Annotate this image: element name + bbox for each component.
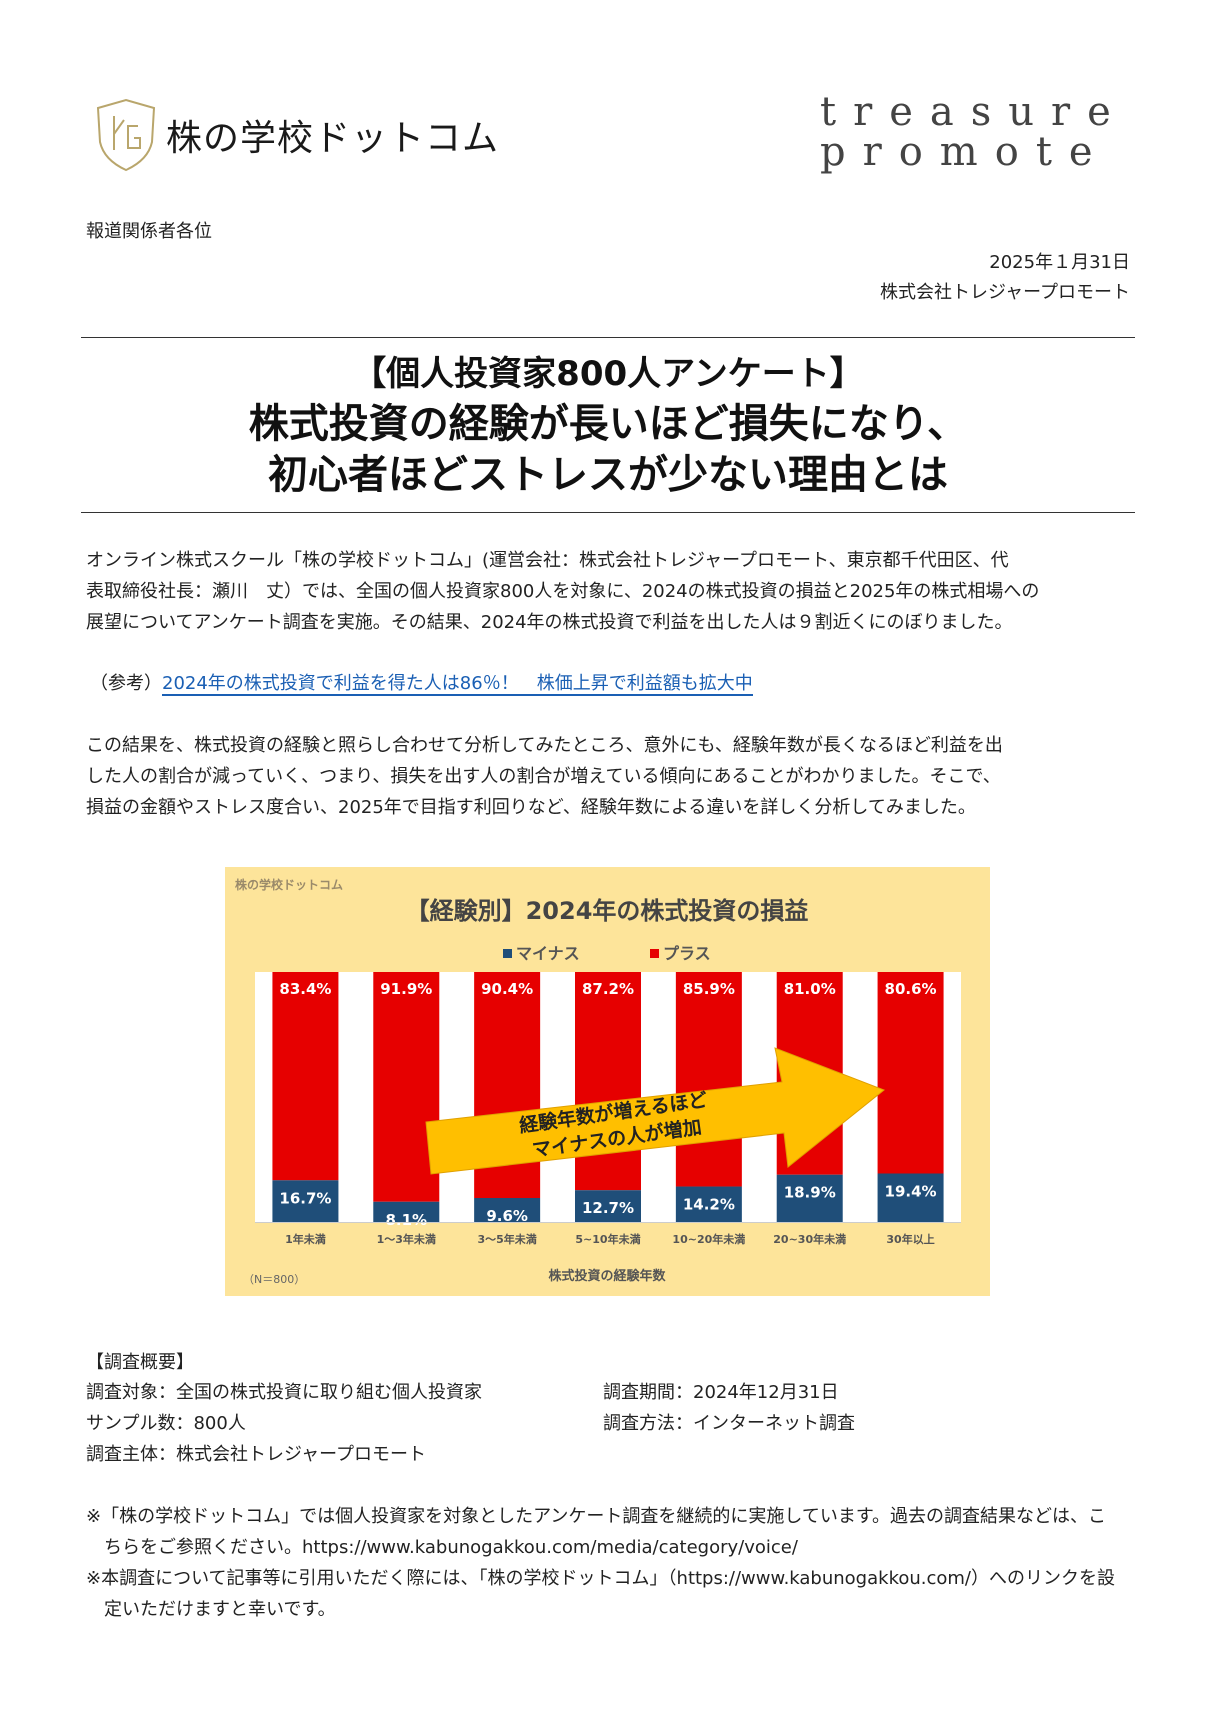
divider-top bbox=[81, 337, 1135, 338]
bar-minus bbox=[675, 1186, 742, 1222]
brand-line-2: promote bbox=[820, 129, 1110, 175]
legend-label-minus: マイナス bbox=[516, 944, 580, 963]
bar-minus bbox=[474, 1198, 541, 1222]
label-minus: 12.7% bbox=[582, 1199, 634, 1217]
bar-plus bbox=[373, 972, 440, 1202]
label-plus: 83.4% bbox=[279, 980, 331, 998]
footnotes: ※「株の学校ドットコム」では個人投資家を対象としたアンケート調査を継続的に実施し… bbox=[86, 1501, 1115, 1625]
analysis-line: この結果を、株式投資の経験と照らし合わせて分析してみたところ、意外にも、経験年数… bbox=[86, 735, 1003, 756]
survey-method: 調査方法：インターネット調査 bbox=[603, 1413, 855, 1434]
brand-line-1: treasure bbox=[820, 89, 1128, 135]
survey-heading: 【調査概要】 bbox=[86, 1352, 194, 1373]
analysis-line: した人の割合が減っていく、つまり、損失を出す人の割合が増えている傾向にあることが… bbox=[86, 766, 1001, 787]
label-minus: 9.6% bbox=[486, 1207, 528, 1225]
intro-line: 表取締役社長：瀬川 丈）では、全国の個人投資家800人を対象に、2024の株式投… bbox=[86, 581, 1040, 602]
x-tick-label: 3～5年未満 bbox=[477, 1232, 536, 1246]
reference-label: （参考） bbox=[90, 673, 162, 694]
bar-plus bbox=[675, 972, 742, 1187]
x-tick-label: 5~10年未満 bbox=[575, 1232, 640, 1246]
kabunogakkou-logo: 株の学校ドットコム bbox=[94, 98, 499, 172]
company-name: 株式会社トレジャープロモート bbox=[879, 282, 1130, 303]
x-axis-label: 株式投資の経験年数 bbox=[548, 1268, 666, 1284]
label-minus: 19.4% bbox=[885, 1183, 937, 1201]
intro-paragraph: オンライン株式スクール「株の学校ドットコム」(運営会社：株式会社トレジャープロモ… bbox=[86, 545, 1039, 638]
release-date: 2025年１月31日 bbox=[989, 252, 1130, 273]
label-plus: 85.9% bbox=[683, 980, 735, 998]
x-tick-label: 1年未満 bbox=[285, 1232, 326, 1246]
survey-organizer: 調査主体：株式会社トレジャープロモート bbox=[86, 1444, 427, 1465]
bar-minus bbox=[272, 1180, 339, 1222]
label-plus: 87.2% bbox=[582, 980, 634, 998]
intro-line: 展望についてアンケート調査を実施。その結果、2024年の株式投資で利益を出した人… bbox=[86, 612, 1013, 633]
divider-bottom bbox=[81, 512, 1135, 513]
treasure-promote-logo: treasure promote bbox=[820, 92, 1128, 172]
experience-pnl-chart: 株の学校ドットコム 【経験別】2024年の株式投資の損益 マイナス プラス 83… bbox=[225, 867, 990, 1296]
analysis-line: 損益の金額やストレス度合い、2025年で目指す利回りなど、経験年数による違いを詳… bbox=[86, 797, 976, 818]
title-line-2: 株式投資の経験が長いほど損失になり、 bbox=[248, 401, 968, 447]
survey-sample: サンプル数：800人 bbox=[86, 1413, 246, 1434]
analysis-paragraph: この結果を、株式投資の経験と照らし合わせて分析してみたところ、意外にも、経験年数… bbox=[86, 730, 1003, 823]
chart-title: 【経験別】2024年の株式投資の損益 bbox=[406, 897, 809, 925]
sample-size-note: （N＝800） bbox=[243, 1273, 305, 1286]
survey-target: 調査対象：全国の株式投資に取り組む個人投資家 bbox=[86, 1382, 482, 1403]
footnote-line: ちらをご参照ください。https://www.kabunogakkou.com/… bbox=[86, 1537, 798, 1558]
chart-watermark: 株の学校ドットコム bbox=[235, 877, 343, 892]
arrow-shape bbox=[425, 1047, 885, 1175]
label-plus: 91.9% bbox=[380, 980, 432, 998]
bar-plus bbox=[575, 972, 641, 1191]
survey-period: 調査期間：2024年12月31日 bbox=[603, 1382, 839, 1403]
x-tick-label: 30年以上 bbox=[886, 1232, 934, 1246]
label-minus: 16.7% bbox=[279, 1189, 331, 1207]
legend-swatch-minus bbox=[503, 949, 512, 958]
legend-label-plus: プラス bbox=[663, 944, 711, 963]
label-minus: 18.9% bbox=[784, 1184, 836, 1202]
bar-minus bbox=[373, 1201, 440, 1222]
bar-plus bbox=[272, 972, 339, 1181]
bar-plus bbox=[877, 972, 944, 1174]
reference: （参考）2024年の株式投資で利益を得た人は86％！ 株価上昇で利益額も拡大中 bbox=[90, 668, 753, 699]
footnote-line: 定いただけますと幸いです。 bbox=[86, 1599, 336, 1620]
x-tick-label: 1～3年未満 bbox=[377, 1232, 436, 1246]
logo-text: 株の学校ドットコム bbox=[166, 118, 500, 159]
x-tick-label: 10~20年未満 bbox=[672, 1232, 745, 1246]
title-line-1: 【個人投資家800人アンケート】 bbox=[352, 354, 864, 394]
bar-minus bbox=[877, 1173, 944, 1222]
intro-line: オンライン株式スクール「株の学校ドットコム」(運営会社：株式会社トレジャープロモ… bbox=[86, 550, 1009, 571]
title-line-3: 初心者ほどストレスが少ない理由とは bbox=[268, 452, 948, 498]
footnote-line: ※「株の学校ドットコム」では個人投資家を対象としたアンケート調査を継続的に実施し… bbox=[86, 1506, 1107, 1527]
x-tick-label: 20~30年未満 bbox=[773, 1232, 846, 1246]
label-minus: 8.1% bbox=[385, 1211, 427, 1229]
footnote-line: ※本調査について記事等に引用いただく際には、「株の学校ドットコム」（https:… bbox=[86, 1568, 1115, 1589]
legend: マイナス プラス bbox=[503, 944, 711, 963]
label-plus: 90.4% bbox=[481, 980, 533, 998]
shield-logo-icon bbox=[96, 98, 156, 172]
label-plus: 81.0% bbox=[784, 980, 836, 998]
legend-swatch-plus bbox=[650, 949, 659, 958]
label-minus: 14.2% bbox=[683, 1196, 735, 1214]
reference-link[interactable]: 2024年の株式投資で利益を得た人は86％！ 株価上昇で利益額も拡大中 bbox=[162, 673, 753, 696]
bar-minus bbox=[575, 1190, 641, 1222]
addressee: 報道関係者各位 bbox=[86, 221, 212, 242]
label-plus: 80.6% bbox=[885, 980, 937, 998]
bar-minus bbox=[776, 1174, 843, 1222]
